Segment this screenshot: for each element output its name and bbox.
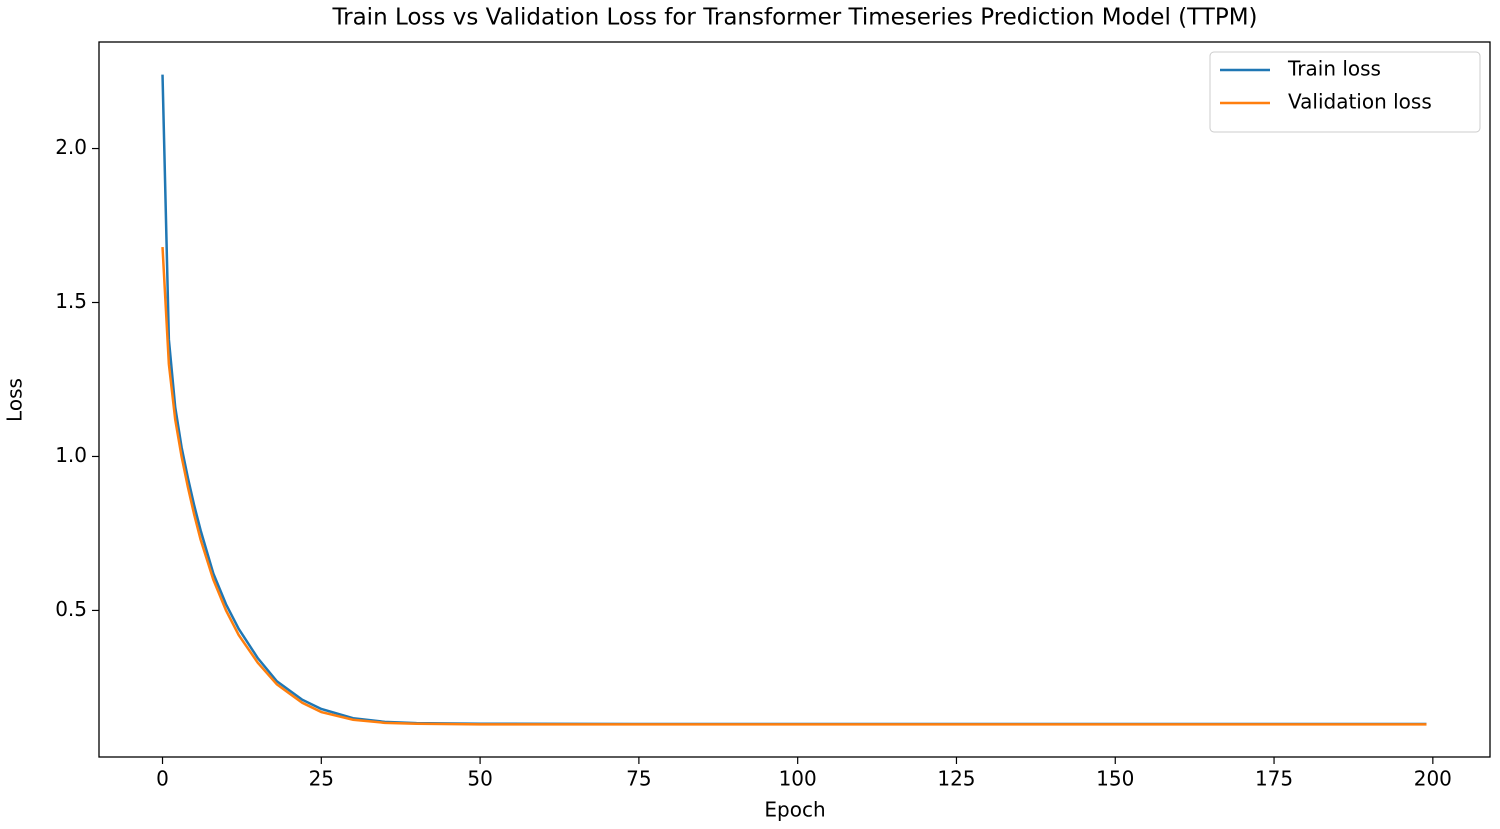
y-tick-label: 1.0	[55, 443, 87, 467]
line-series	[161, 74, 1427, 726]
x-tick-label: 125	[937, 767, 975, 791]
x-tick-label: 25	[309, 767, 334, 791]
x-tick-label: 200	[1414, 767, 1452, 791]
legend-label: Train loss	[1287, 57, 1381, 81]
x-tick-label: 175	[1255, 767, 1293, 791]
legend-label: Validation loss	[1288, 90, 1432, 114]
y-tick-label: 2.0	[55, 135, 87, 159]
x-tick-label: 75	[626, 767, 651, 791]
y-axis-label: Loss	[3, 378, 27, 422]
line-series	[161, 247, 1427, 726]
plot-frame	[98, 41, 1491, 758]
y-tick-label: 0.5	[55, 597, 87, 621]
chart-title: Train Loss vs Validation Loss for Transf…	[331, 5, 1257, 31]
legend-box	[1209, 51, 1481, 133]
x-axis-label: Epoch	[764, 798, 825, 822]
x-tick-label: 0	[156, 767, 169, 791]
x-tick-label: 150	[1096, 767, 1134, 791]
x-tick-label: 100	[779, 767, 817, 791]
y-tick-label: 1.5	[55, 289, 87, 313]
x-tick-label: 50	[467, 767, 492, 791]
